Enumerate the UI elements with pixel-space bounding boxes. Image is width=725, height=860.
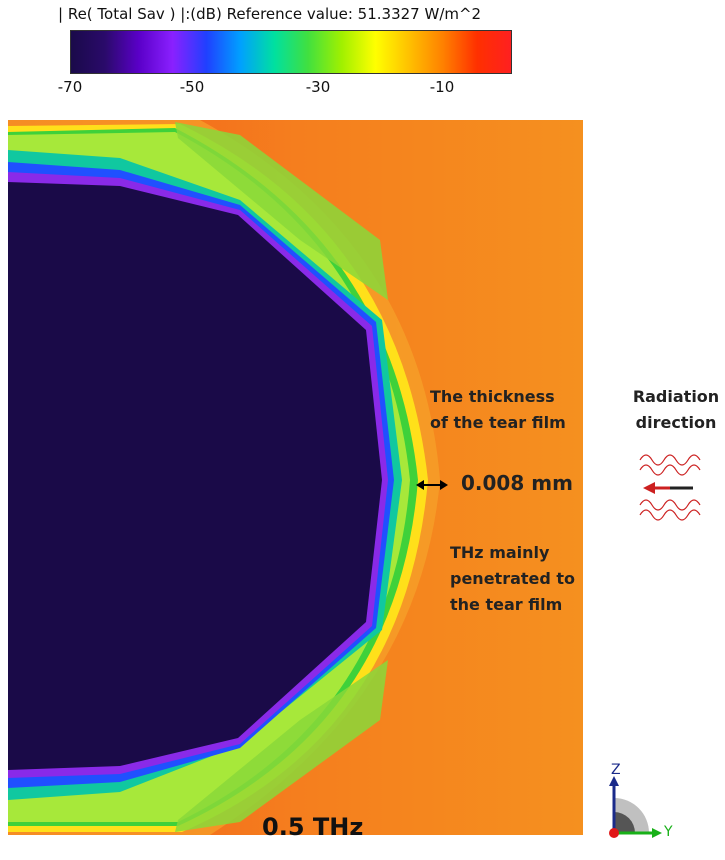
- thickness-value: 0.008 mm: [461, 471, 573, 495]
- thz-penetration-label: THz mainly penetrated to the tear film: [450, 540, 575, 618]
- radiation-direction-label: Radiation direction: [626, 384, 725, 436]
- upper-flap: [175, 122, 388, 300]
- thz-label-line: the tear film: [450, 595, 563, 614]
- radiation-wave-icon: [639, 454, 701, 521]
- y-axis-label: Y: [664, 824, 673, 840]
- eye-interior: [8, 182, 382, 770]
- colorbar-tick: -70: [57, 78, 83, 96]
- z-axis-label: Z: [611, 762, 621, 778]
- colorbar-title: | Re( Total Sav ) |:(dB) Reference value…: [58, 5, 482, 23]
- colorbar-tick: -10: [429, 78, 455, 96]
- radiation-arrow-icon: [643, 482, 693, 494]
- lower-flap: [175, 660, 388, 832]
- radiation-label-line: Radiation: [632, 387, 720, 406]
- thickness-double-arrow: [416, 480, 448, 490]
- radiation-label-line: direction: [635, 413, 717, 432]
- frequency-label: 0.5 THz: [262, 813, 364, 841]
- colorbar-tick: -30: [305, 78, 331, 96]
- thz-label-line: penetrated to: [450, 569, 576, 588]
- thickness-label-line: of the tear film: [430, 413, 566, 432]
- colorbar-tick: -50: [179, 78, 205, 96]
- thz-label-line: THz mainly: [450, 543, 550, 562]
- colorbar: [70, 30, 512, 74]
- axes-icon: [609, 776, 662, 838]
- thickness-label-line: The thickness: [430, 387, 555, 406]
- thickness-label: The thickness of the tear film: [430, 384, 566, 436]
